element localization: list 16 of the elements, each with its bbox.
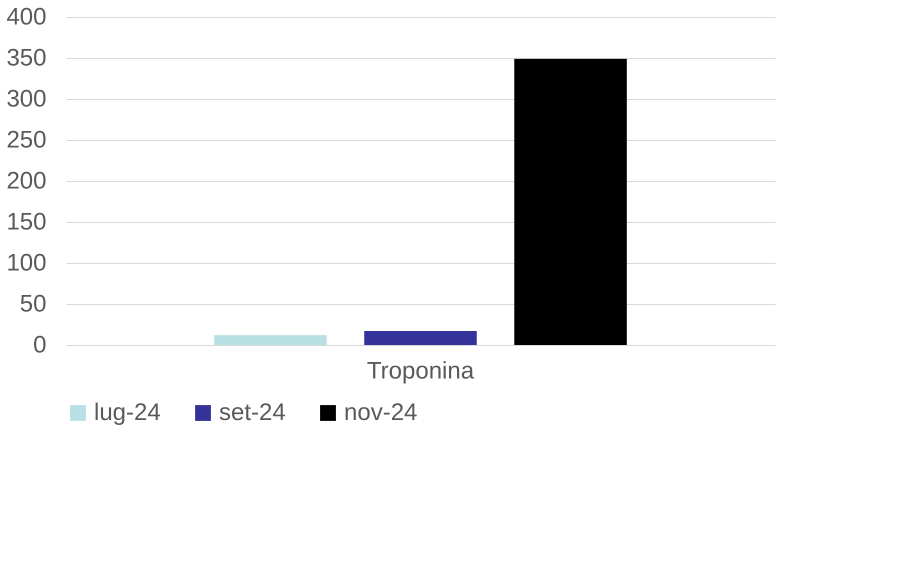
- y-tick-label: 250: [6, 126, 46, 154]
- y-tick-label: 400: [6, 4, 46, 30]
- y-tick-label: 200: [6, 168, 46, 194]
- y-tick-label: 100: [6, 250, 46, 276]
- x-tick-label: Troponina: [366, 358, 475, 384]
- y-tick-label: 350: [6, 44, 46, 72]
- bar: [214, 335, 327, 345]
- legend-label: nov-24: [344, 399, 418, 426]
- bar: [514, 58, 627, 345]
- y-tick-label: 150: [6, 208, 46, 236]
- legend-label: lug-24: [94, 399, 161, 426]
- y-tick-label: 300: [6, 86, 46, 112]
- bar: [364, 331, 477, 345]
- y-tick-label: 50: [20, 290, 46, 318]
- legend-label: set-24: [219, 399, 286, 426]
- y-tick-label: 0: [33, 332, 46, 358]
